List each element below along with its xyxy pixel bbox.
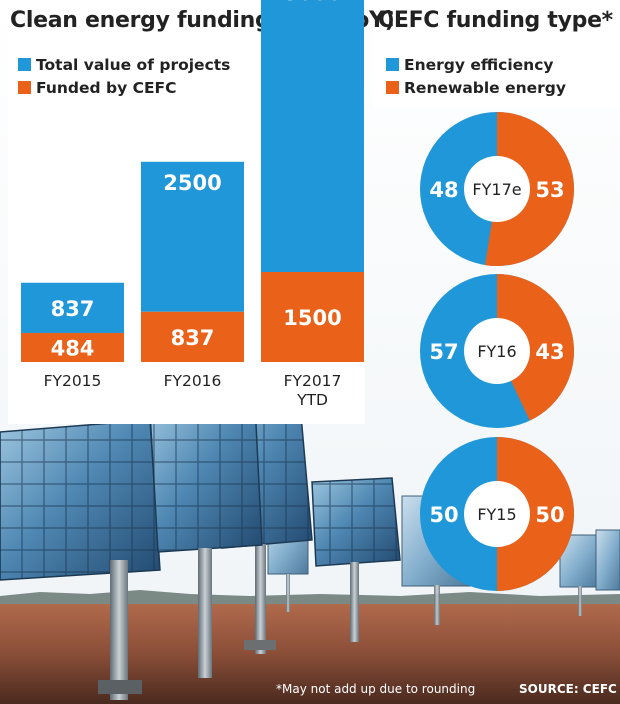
donut-value-efficiency-fy16: 57 [429,340,458,364]
bar-funded-fy2016 [141,311,244,362]
bar-total-fy2016 [141,161,244,312]
legend-item-total: Total value of projects [18,56,230,74]
legend-swatch-total [18,58,31,71]
bar-funded-fy2017-ytd [261,272,364,362]
donut-hole-fy17e [464,156,530,222]
legend-item-funded: Funded by CEFC [18,79,177,97]
donut-value-renewable-fy15: 50 [535,503,564,527]
donut-value-efficiency-fy15: 50 [429,503,458,527]
legend-swatch-renewable [386,81,399,94]
bar-label-total-fy2017-ytd: 5000 [283,0,341,5]
legend-label-total: Total value of projects [36,56,231,74]
donut-header-panel [374,0,620,108]
donut-value-renewable-fy17e: 53 [535,178,564,202]
bar-total-fy2017-ytd [261,0,364,272]
legend-swatch-funded [18,81,31,94]
donut-hole-fy16 [464,318,530,384]
bar-funded-fy2015 [21,332,124,362]
legend-label-renewable: Renewable energy [404,79,566,97]
bar-label-funded-fy2017-ytd: 1500 [283,306,341,330]
bar-label-funded-fy2016: 837 [171,326,215,350]
donut-chart-title: CEFC funding type* (%) [378,8,620,33]
legend-label-efficiency: Energy efficiency [404,56,554,74]
bar-label-total-fy2015: 837 [51,297,95,321]
donut-value-efficiency-fy17e: 48 [429,178,458,202]
legend-item-renewable: Renewable energy [386,79,566,97]
donut-hole-fy15 [464,481,530,547]
donut-value-renewable-fy16: 43 [535,340,564,364]
category-label-fy2017-ytd: FY2017 [284,372,342,390]
donut-slice-renewable-fy15 [497,437,574,591]
donut-center-label-fy16: FY16 [477,342,516,361]
bar-label-funded-fy2015: 484 [51,336,95,360]
bar-total-fy2015 [21,282,124,333]
category-label-fy2015: FY2015 [44,372,102,390]
category-label-fy2016: FY2016 [164,372,222,390]
legend-label-funded: Funded by CEFC [36,79,177,97]
legend-item-efficiency: Energy efficiency [386,56,554,74]
category-label-fy2017-ytd-line2: YTD [296,391,328,409]
donut-center-label-fy17e: FY17e [472,180,521,199]
source-credit: SOURCE: CEFC [519,682,617,696]
bar-label-total-fy2016: 2500 [163,171,221,195]
donut-center-label-fy15: FY15 [477,505,516,524]
donut-slice-renewable-fy16 [497,274,575,421]
legend-swatch-efficiency [386,58,399,71]
footnote: *May not add up due to rounding [276,682,476,696]
